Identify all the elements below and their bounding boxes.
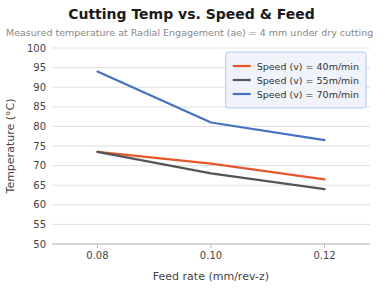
y-tick-label: 50 [33, 239, 46, 250]
x-tick-label: 0.10 [200, 250, 222, 261]
chart: Cutting Temp vs. Speed & Feed Measured te… [0, 0, 383, 301]
y-axis-label: Temperature (°C) [4, 99, 17, 195]
x-axis: 0.08 0.10 0.12 [52, 244, 370, 261]
legend-label: Speed (v) = 40m/min [257, 61, 359, 72]
legend-label: Speed (v) = 55m/min [257, 75, 359, 86]
series-line [97, 152, 324, 189]
y-tick-label: 65 [33, 180, 46, 191]
y-tick-label: 85 [33, 101, 46, 112]
x-axis-label: Feed rate (mm/rev-z) [153, 270, 269, 283]
legend-swatch [233, 65, 251, 67]
y-tick-label: 70 [33, 160, 46, 171]
x-tick [97, 244, 98, 248]
series-line [97, 152, 324, 179]
x-tick-label: 0.08 [86, 250, 108, 261]
y-tick-label: 90 [33, 82, 46, 93]
y-tick-label: 80 [33, 121, 46, 132]
legend: Speed (v) = 40m/min Speed (v) = 55m/min Sp… [226, 52, 366, 108]
grid-line [52, 185, 370, 186]
grid-line [52, 204, 370, 205]
x-tick-label: 0.12 [313, 250, 335, 261]
legend-label: Speed (v) = 70m/min [257, 89, 359, 100]
grid-line [52, 126, 370, 127]
legend-swatch [233, 93, 251, 95]
y-tick-label: 75 [33, 141, 46, 152]
y-axis: 50 55 60 65 70 75 80 85 90 95 100 [27, 43, 370, 250]
y-tick-label: 55 [33, 219, 46, 230]
grid-line [52, 165, 370, 166]
y-tick-label: 60 [33, 199, 46, 210]
grid-line [52, 48, 370, 49]
y-tick-label: 100 [27, 43, 46, 54]
y-tick-label: 95 [33, 62, 46, 73]
title: Cutting Temp vs. Speed & Feed [68, 6, 315, 22]
grid-line [52, 224, 370, 225]
grid-line [52, 146, 370, 147]
legend-swatch [233, 79, 251, 81]
x-tick [324, 244, 325, 248]
x-tick [211, 244, 212, 248]
legend-box [226, 52, 366, 108]
subtitle: Measured temperature at Radial Engagemen… [6, 27, 373, 38]
